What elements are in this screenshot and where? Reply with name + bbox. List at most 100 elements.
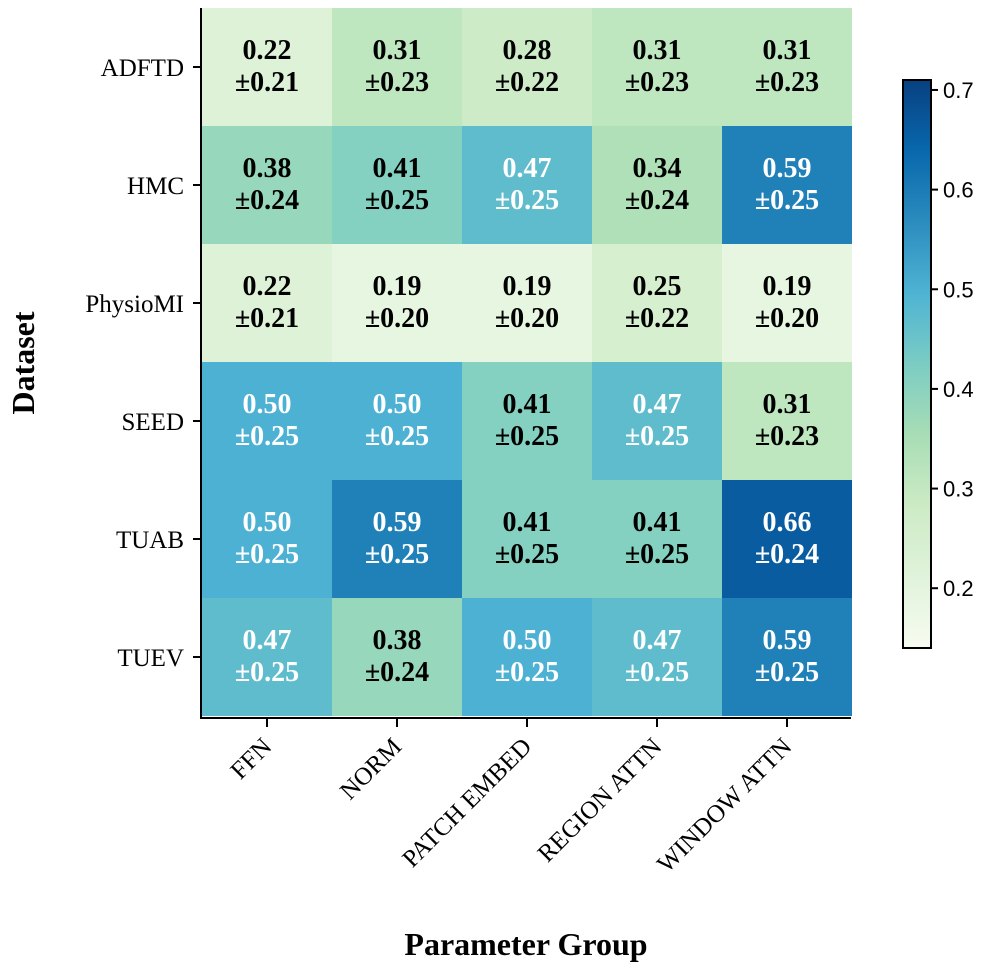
cell-value-label: 0.41 (503, 389, 552, 420)
heatmap-cell (462, 126, 592, 244)
heatmap-cell (592, 598, 722, 716)
cell-value-label: 0.38 (373, 625, 422, 656)
y-axis-ticks: ADFTD HMC PhysioMI SEED TUAB TUEV (85, 55, 201, 672)
x-axis-title: Parameter Group (404, 926, 647, 962)
colorbar-tick-label: 0.5 (943, 277, 974, 302)
cell-value-label: 0.22 (243, 271, 292, 302)
cell-value-label: 0.34 (633, 153, 682, 184)
cell-std-label: ±0.25 (235, 657, 299, 688)
cell-value-label: 0.59 (373, 507, 422, 538)
y-axis-title: Dataset (5, 311, 41, 414)
heatmap-cell (462, 480, 592, 598)
cell-std-label: ±0.25 (495, 421, 559, 452)
cell-value-label: 0.41 (373, 153, 422, 184)
cell-std-label: ±0.20 (365, 303, 429, 334)
cell-value-label: 0.31 (373, 35, 422, 66)
heatmap-cell (202, 362, 332, 480)
cell-std-label: ±0.22 (625, 303, 689, 334)
cell-std-label: ±0.25 (625, 421, 689, 452)
cell-std-label: ±0.25 (495, 185, 559, 216)
cell-std-label: ±0.21 (235, 303, 299, 334)
cell-std-label: ±0.24 (235, 185, 299, 216)
cell-value-label: 0.19 (503, 271, 552, 302)
cell-value-label: 0.47 (243, 625, 292, 656)
x-tick-label: REGION ATTN (533, 733, 667, 867)
heatmap-cell (592, 362, 722, 480)
cell-std-label: ±0.25 (755, 185, 819, 216)
cell-value-label: 0.31 (763, 389, 812, 420)
heatmap-cell (202, 126, 332, 244)
cell-std-label: ±0.25 (235, 539, 299, 570)
heatmap-cell (462, 598, 592, 716)
cell-value-label: 0.41 (503, 507, 552, 538)
heatmap-cells: 0.22±0.210.31±0.230.28±0.220.31±0.230.31… (202, 8, 852, 716)
cell-std-label: ±0.25 (495, 657, 559, 688)
cell-value-label: 0.28 (503, 35, 552, 66)
heatmap-cell (462, 244, 592, 362)
cell-std-label: ±0.25 (365, 539, 429, 570)
cell-value-label: 0.59 (763, 153, 812, 184)
heatmap-cell (202, 598, 332, 716)
cell-std-label: ±0.25 (495, 539, 559, 570)
cell-std-label: ±0.25 (235, 421, 299, 452)
heatmap-cell (332, 244, 462, 362)
cell-value-label: 0.19 (373, 271, 422, 302)
cell-value-label: 0.47 (633, 389, 682, 420)
cell-std-label: ±0.24 (755, 539, 819, 570)
cell-std-label: ±0.25 (625, 657, 689, 688)
cell-value-label: 0.50 (243, 389, 292, 420)
cell-value-label: 0.50 (373, 389, 422, 420)
cell-value-label: 0.66 (763, 507, 812, 538)
colorbar-gradient (902, 79, 932, 649)
plot-axes (200, 8, 851, 719)
cell-value-label: 0.50 (503, 625, 552, 656)
cell-std-label: ±0.24 (625, 185, 689, 216)
colorbar-tick-label: 0.3 (943, 477, 974, 502)
cell-value-label: 0.25 (633, 271, 682, 302)
heatmap-cell (722, 598, 852, 716)
cell-std-label: ±0.21 (235, 67, 299, 98)
colorbar-tick-label: 0.7 (943, 78, 974, 103)
heatmap-cell (592, 8, 722, 126)
heatmap-cell (202, 244, 332, 362)
cell-value-label: 0.19 (763, 271, 812, 302)
cell-value-label: 0.47 (633, 625, 682, 656)
heatmap-cell (332, 598, 462, 716)
cell-value-label: 0.31 (763, 35, 812, 66)
y-tick-label: TUAB (116, 527, 184, 554)
cell-value-label: 0.22 (243, 35, 292, 66)
heatmap-cell (202, 8, 332, 126)
cell-value-label: 0.38 (243, 153, 292, 184)
heatmap-cell (332, 480, 462, 598)
heatmap-cell (592, 126, 722, 244)
cell-std-label: ±0.25 (625, 539, 689, 570)
heatmap-cell (332, 362, 462, 480)
colorbar: 0.2 0.3 0.4 0.5 0.6 0.7 (902, 78, 974, 649)
x-tick-label: PATCH EMBED (397, 733, 537, 873)
heatmap-cell (462, 8, 592, 126)
heatmap-cell (722, 126, 852, 244)
heatmap-cell (332, 8, 462, 126)
cell-value-label: 0.50 (243, 507, 292, 538)
x-tick-label: WINDOW ATTN (652, 733, 797, 878)
cell-std-label: ±0.24 (365, 657, 429, 688)
cell-value-label: 0.59 (763, 625, 812, 656)
cell-value-label: 0.31 (633, 35, 682, 66)
y-tick-label: PhysioMI (85, 291, 184, 318)
heatmap-cell (722, 8, 852, 126)
heatmap-cell (592, 480, 722, 598)
heatmap-cell (722, 480, 852, 598)
cell-std-label: ±0.23 (755, 67, 819, 98)
colorbar-tick-label: 0.2 (943, 576, 974, 601)
y-tick-label: ADFTD (101, 55, 184, 82)
heatmap-cell (332, 126, 462, 244)
colorbar-tick-label: 0.6 (943, 178, 974, 203)
x-tick-label: NORM (335, 733, 407, 805)
cell-std-label: ±0.23 (755, 421, 819, 452)
cell-std-label: ±0.25 (365, 185, 429, 216)
colorbar-tick-label: 0.4 (943, 377, 974, 402)
cell-value-label: 0.41 (633, 507, 682, 538)
heatmap-cell (722, 244, 852, 362)
